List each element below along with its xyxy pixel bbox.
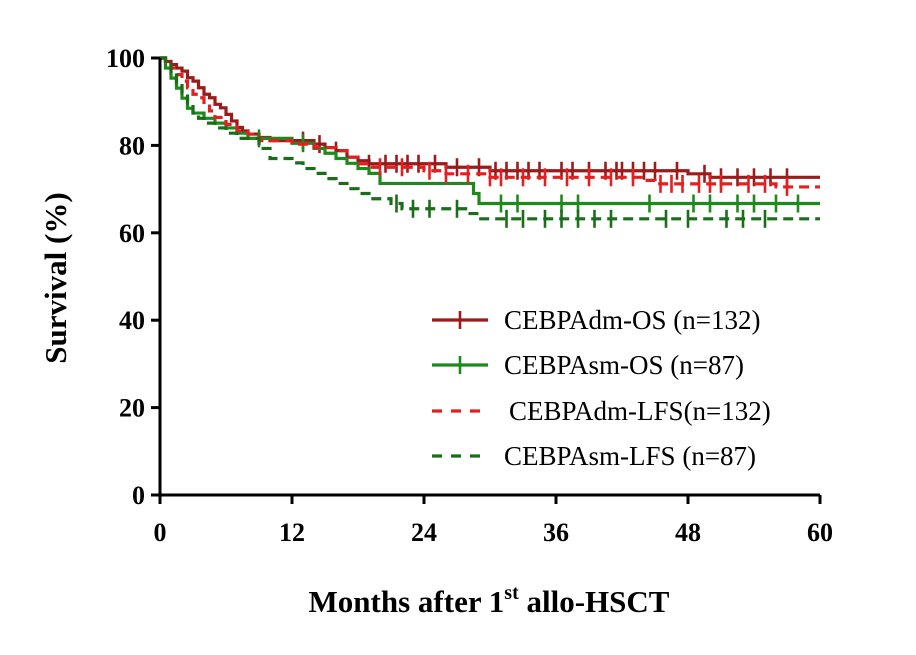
legend-label-3: CEBPAdm-LFS(n=132) [509, 396, 771, 426]
series-1 [160, 56, 820, 187]
x-tick-label-0: 0 [154, 518, 167, 547]
x-axis-title: Months after 1st allo-HSCT [309, 582, 670, 619]
legend-label-4: CEBPAsm-LFS (n=87) [504, 441, 756, 471]
x-axis-title-rest: allo-HSCT [519, 584, 670, 619]
ticks-layer: 0 12 24 36 48 60 0 20 40 60 80 100 [106, 44, 833, 547]
legend-label-2: CEBPAsm-OS (n=87) [504, 350, 744, 380]
y-tick-label-100: 100 [106, 44, 145, 73]
x-tick-label-12: 12 [279, 518, 305, 547]
x-axis-title-main: Months after 1 [309, 584, 505, 619]
y-tick-label-0: 0 [132, 481, 145, 510]
y-axis-title: Survival (%) [38, 192, 73, 363]
series-line-1 [160, 56, 820, 179]
legend-label-1: CEBPAdm-OS (n=132) [504, 305, 761, 335]
series-line-4 [160, 56, 820, 221]
series-layer [160, 56, 820, 228]
y-tick-label-20: 20 [119, 394, 145, 423]
axes-layer [158, 58, 820, 497]
x-tick-label-24: 24 [411, 518, 437, 547]
x-axis-title-sup: st [504, 582, 519, 604]
x-tick-label-48: 48 [675, 518, 701, 547]
x-tick-label-60: 60 [807, 518, 833, 547]
series-3 [160, 56, 820, 196]
x-tick-label-36: 36 [543, 518, 569, 547]
y-tick-label-80: 80 [119, 131, 145, 160]
y-tick-label-40: 40 [119, 306, 145, 335]
legend: CEBPAdm-OS (n=132) CEBPAsm-OS (n=87) CEBPA… [432, 305, 771, 471]
y-tick-label-60: 60 [119, 219, 145, 248]
series-4 [160, 56, 820, 228]
